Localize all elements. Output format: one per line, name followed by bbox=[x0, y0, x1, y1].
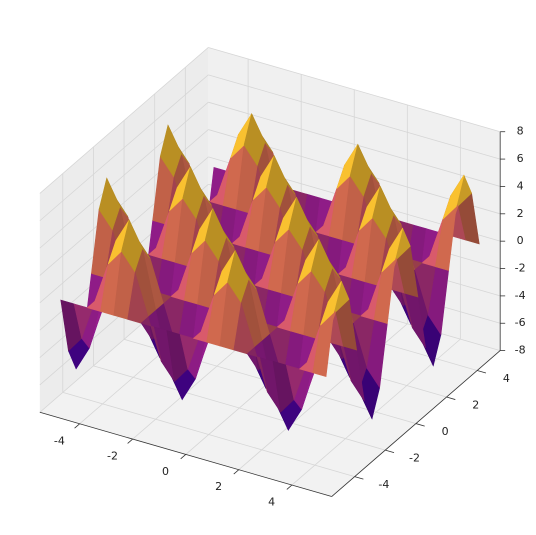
z-tick-label: 8 bbox=[517, 125, 524, 138]
x-tick-label: 2 bbox=[215, 480, 222, 493]
surface-cell bbox=[204, 207, 227, 261]
surface-cell bbox=[442, 174, 465, 220]
x-axis bbox=[39, 411, 332, 497]
y-tick-label: 0 bbox=[442, 425, 449, 438]
surface-cell bbox=[121, 219, 143, 273]
y-tick bbox=[477, 370, 487, 374]
y-tick bbox=[385, 449, 395, 454]
y-tick-label: -2 bbox=[409, 452, 420, 465]
grid-line bbox=[39, 74, 209, 222]
x-tick-label: -4 bbox=[54, 434, 65, 447]
surface-cell bbox=[372, 185, 394, 239]
surface-cell bbox=[98, 177, 121, 231]
y-tick bbox=[446, 396, 456, 400]
surface-cell bbox=[227, 249, 249, 303]
grid-line bbox=[93, 365, 386, 451]
surface-cell bbox=[381, 228, 403, 273]
z-tick-label: -2 bbox=[515, 262, 526, 275]
z-tick-label: -8 bbox=[515, 344, 526, 357]
x-tick-label: -2 bbox=[107, 450, 118, 463]
x-tick bbox=[233, 469, 240, 475]
x-tick-label: 4 bbox=[268, 496, 275, 509]
x-tick bbox=[180, 454, 187, 460]
surface-cell bbox=[182, 166, 204, 220]
x-tick bbox=[127, 438, 133, 444]
grid-line bbox=[39, 47, 209, 194]
surface-cell bbox=[320, 281, 342, 326]
z-tick-label: 4 bbox=[517, 179, 524, 192]
surface-cell bbox=[243, 112, 266, 167]
y-tick bbox=[415, 423, 425, 427]
grid-line bbox=[208, 47, 501, 133]
y-tick-label: -4 bbox=[378, 478, 389, 491]
z-tick-label: 6 bbox=[517, 152, 524, 165]
y-tick-label: 2 bbox=[472, 398, 479, 411]
x-tick bbox=[74, 423, 80, 429]
z-tick-label: -4 bbox=[515, 289, 526, 302]
surface-cell bbox=[310, 238, 333, 292]
surface-cell bbox=[349, 143, 372, 197]
y-tick-label: 4 bbox=[503, 372, 510, 385]
z-tick-label: 0 bbox=[517, 234, 524, 247]
grid-line bbox=[39, 101, 209, 249]
surface-cell bbox=[266, 154, 288, 208]
y-tick bbox=[354, 476, 364, 480]
surface-cell bbox=[288, 196, 311, 250]
z-tick-label: 2 bbox=[517, 207, 524, 220]
z-tick-label: -6 bbox=[515, 316, 526, 329]
grid-line bbox=[62, 391, 355, 478]
surface-cell bbox=[159, 124, 182, 178]
grid-line bbox=[208, 101, 501, 187]
x-tick bbox=[286, 484, 293, 490]
grid-line bbox=[208, 74, 501, 160]
surface bbox=[60, 112, 480, 432]
y-axis bbox=[331, 350, 501, 497]
x-tick-label: 0 bbox=[162, 465, 169, 478]
